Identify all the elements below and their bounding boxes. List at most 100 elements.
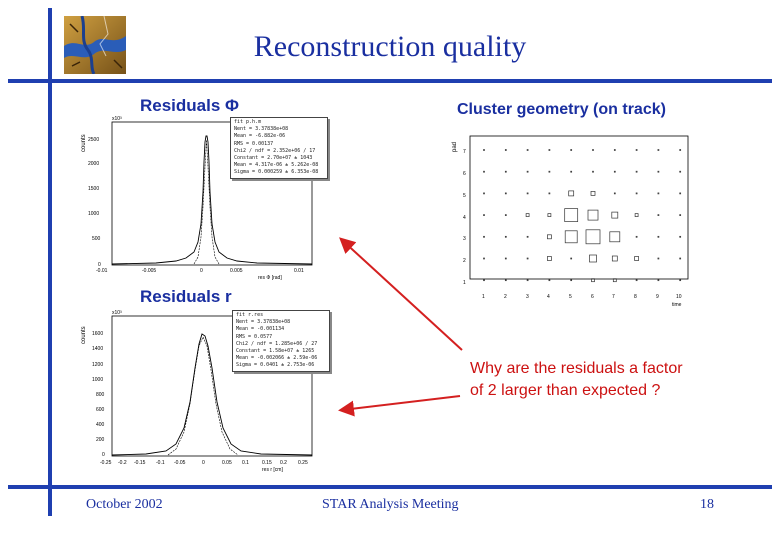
r-ytick: 200: [96, 437, 105, 443]
r-xlabel: res r [cm]: [262, 467, 283, 473]
r-ytick: 1000: [92, 377, 103, 383]
geometry-cell: [634, 256, 639, 261]
r-xtick: 0: [202, 460, 205, 466]
geo-xtick: 3: [526, 294, 529, 300]
top-divider: [8, 79, 772, 83]
stat-line: Chi2 / ndf = 1.285e+06 / 27: [236, 340, 318, 347]
phi-ytick: 2000: [88, 161, 99, 167]
geometry-cell: [547, 234, 552, 240]
geo-ytick: 5: [463, 193, 466, 199]
geometry-cell: [548, 192, 551, 195]
r-xtick: 0.1: [242, 460, 249, 466]
geo-xtick: 6: [591, 294, 594, 300]
phi-xtick: -0.005: [142, 268, 156, 274]
stat-line: Sigma = 0.0401 ± 2.753e-06: [236, 362, 315, 369]
stat-line: fit p.h.m: [234, 119, 262, 125]
geometry-cell: [613, 170, 616, 173]
phi-stats-box: fit p.h.m Nent = 3.37838e+08 Mean = -6.8…: [230, 117, 328, 179]
star-logo-icon: [64, 15, 126, 75]
stat-line: RMS = 0.00137: [234, 140, 274, 147]
geometry-cell: [613, 192, 616, 195]
bottom-divider: [8, 485, 772, 489]
phi-fit-curve: [193, 139, 220, 265]
r-xtick: 0.15: [262, 460, 272, 466]
geo-xtick: 5: [569, 294, 572, 300]
r-ytick: 400: [96, 422, 105, 428]
geometry-cell: [526, 170, 529, 173]
footer-meeting: STAR Analysis Meeting: [322, 497, 459, 512]
r-xtick: -0.1: [156, 460, 165, 466]
r-histogram: [111, 333, 313, 456]
geometry-cell: [483, 235, 485, 238]
geometry-cell: [679, 257, 682, 260]
phi-ytick: 0: [98, 262, 101, 268]
geometry-cell: [547, 256, 552, 261]
geometry-cell: [570, 170, 573, 173]
geometry-cell: [483, 257, 485, 260]
geometry-cell: [504, 170, 507, 173]
phi-histogram: [111, 135, 313, 265]
geometry-cell: [592, 170, 594, 173]
phi-ytick: 1000: [88, 211, 99, 217]
cluster-geometry-plot: pad 7 6 5 4 3 2 1 1 2 3 4 5 6 7 8 9 10 t…: [448, 132, 698, 312]
r-xtick: 0.05: [222, 460, 232, 466]
slide-title: Reconstruction quality: [253, 30, 527, 63]
geometry-cell: [590, 191, 596, 196]
geometry-cell: [612, 278, 617, 283]
r-xtick: 0.2: [280, 460, 287, 466]
stat-line: Nent = 3.37838e+08: [234, 126, 289, 133]
r-ytick: 1600: [92, 331, 103, 337]
stat-line: RMS = 0.0577: [236, 333, 273, 340]
geo-xtick: 7: [612, 294, 615, 300]
r-ytick: 1200: [92, 362, 103, 368]
geo-ytick: 7: [463, 149, 466, 155]
geometry-cell: [483, 279, 485, 282]
geo-xtick: 2: [504, 294, 507, 300]
geometry-cell: [657, 192, 660, 195]
geometry-cell: [526, 279, 529, 282]
geometry-cell: [526, 257, 529, 260]
geometry-cell: [613, 149, 616, 151]
stat-line: Chi2 / ndf = 2.352e+06 / 17: [234, 147, 316, 154]
stat-line: Nent = 3.37838e+08: [236, 319, 291, 326]
geo-ylabel: pad: [452, 142, 458, 152]
arrow-to-phi: [339, 237, 463, 351]
geometry-cell: [635, 170, 638, 173]
phi-xtick: 0.01: [294, 268, 304, 274]
geo-xtick: 8: [634, 294, 637, 300]
phi-xtick: 0.005: [230, 268, 243, 274]
r-xtick: 0.25: [298, 460, 308, 466]
phi-xtick: -0.01: [96, 268, 108, 274]
geometry-cell: [679, 149, 682, 151]
geo-xtick: 1: [482, 294, 485, 300]
geometry-cell: [483, 149, 485, 151]
footer-date: October 2002: [86, 497, 163, 512]
stat-line: Constant = 1.58e+07 ± 1265: [236, 348, 315, 355]
geometry-cell: [504, 214, 507, 216]
label-residuals-r: Residuals r: [140, 287, 232, 306]
geo-ytick: 3: [463, 236, 466, 242]
geometry-cell: [483, 170, 485, 173]
geo-ytick: 6: [463, 171, 466, 177]
geo-xtick: 4: [547, 294, 550, 300]
geometry-cell: [679, 279, 682, 282]
geometry-cell: [679, 235, 682, 238]
geometry-cell: [635, 192, 638, 195]
geometry-cell: [657, 257, 660, 260]
r-exponent: x10³: [112, 310, 122, 316]
phi-xlabel: res Φ [rad]: [258, 275, 282, 281]
geo-xlabel: time: [672, 302, 682, 308]
geometry-cell: [587, 209, 599, 221]
geometry-cell: [635, 279, 638, 282]
geometry-cell: [526, 235, 529, 238]
phi-xtick: 0: [200, 268, 203, 274]
geometry-cell: [635, 149, 638, 151]
stat-line: Mean = -0.002066 ± 2.59e-06: [236, 355, 318, 362]
geometry-cell: [611, 211, 619, 219]
stat-line: Mean = -0.001134: [236, 326, 285, 333]
residuals-phi-plot: counts x10³ 2500 2000 1500 1000 500 0 -0…: [76, 112, 326, 284]
geometry-cell: [635, 235, 638, 238]
residuals-r-plot: counts x10³ 1600 1400 1200 1000 800 600 …: [76, 306, 326, 476]
geometry-cell: [564, 208, 579, 222]
r-xtick: -0.2: [118, 460, 127, 466]
